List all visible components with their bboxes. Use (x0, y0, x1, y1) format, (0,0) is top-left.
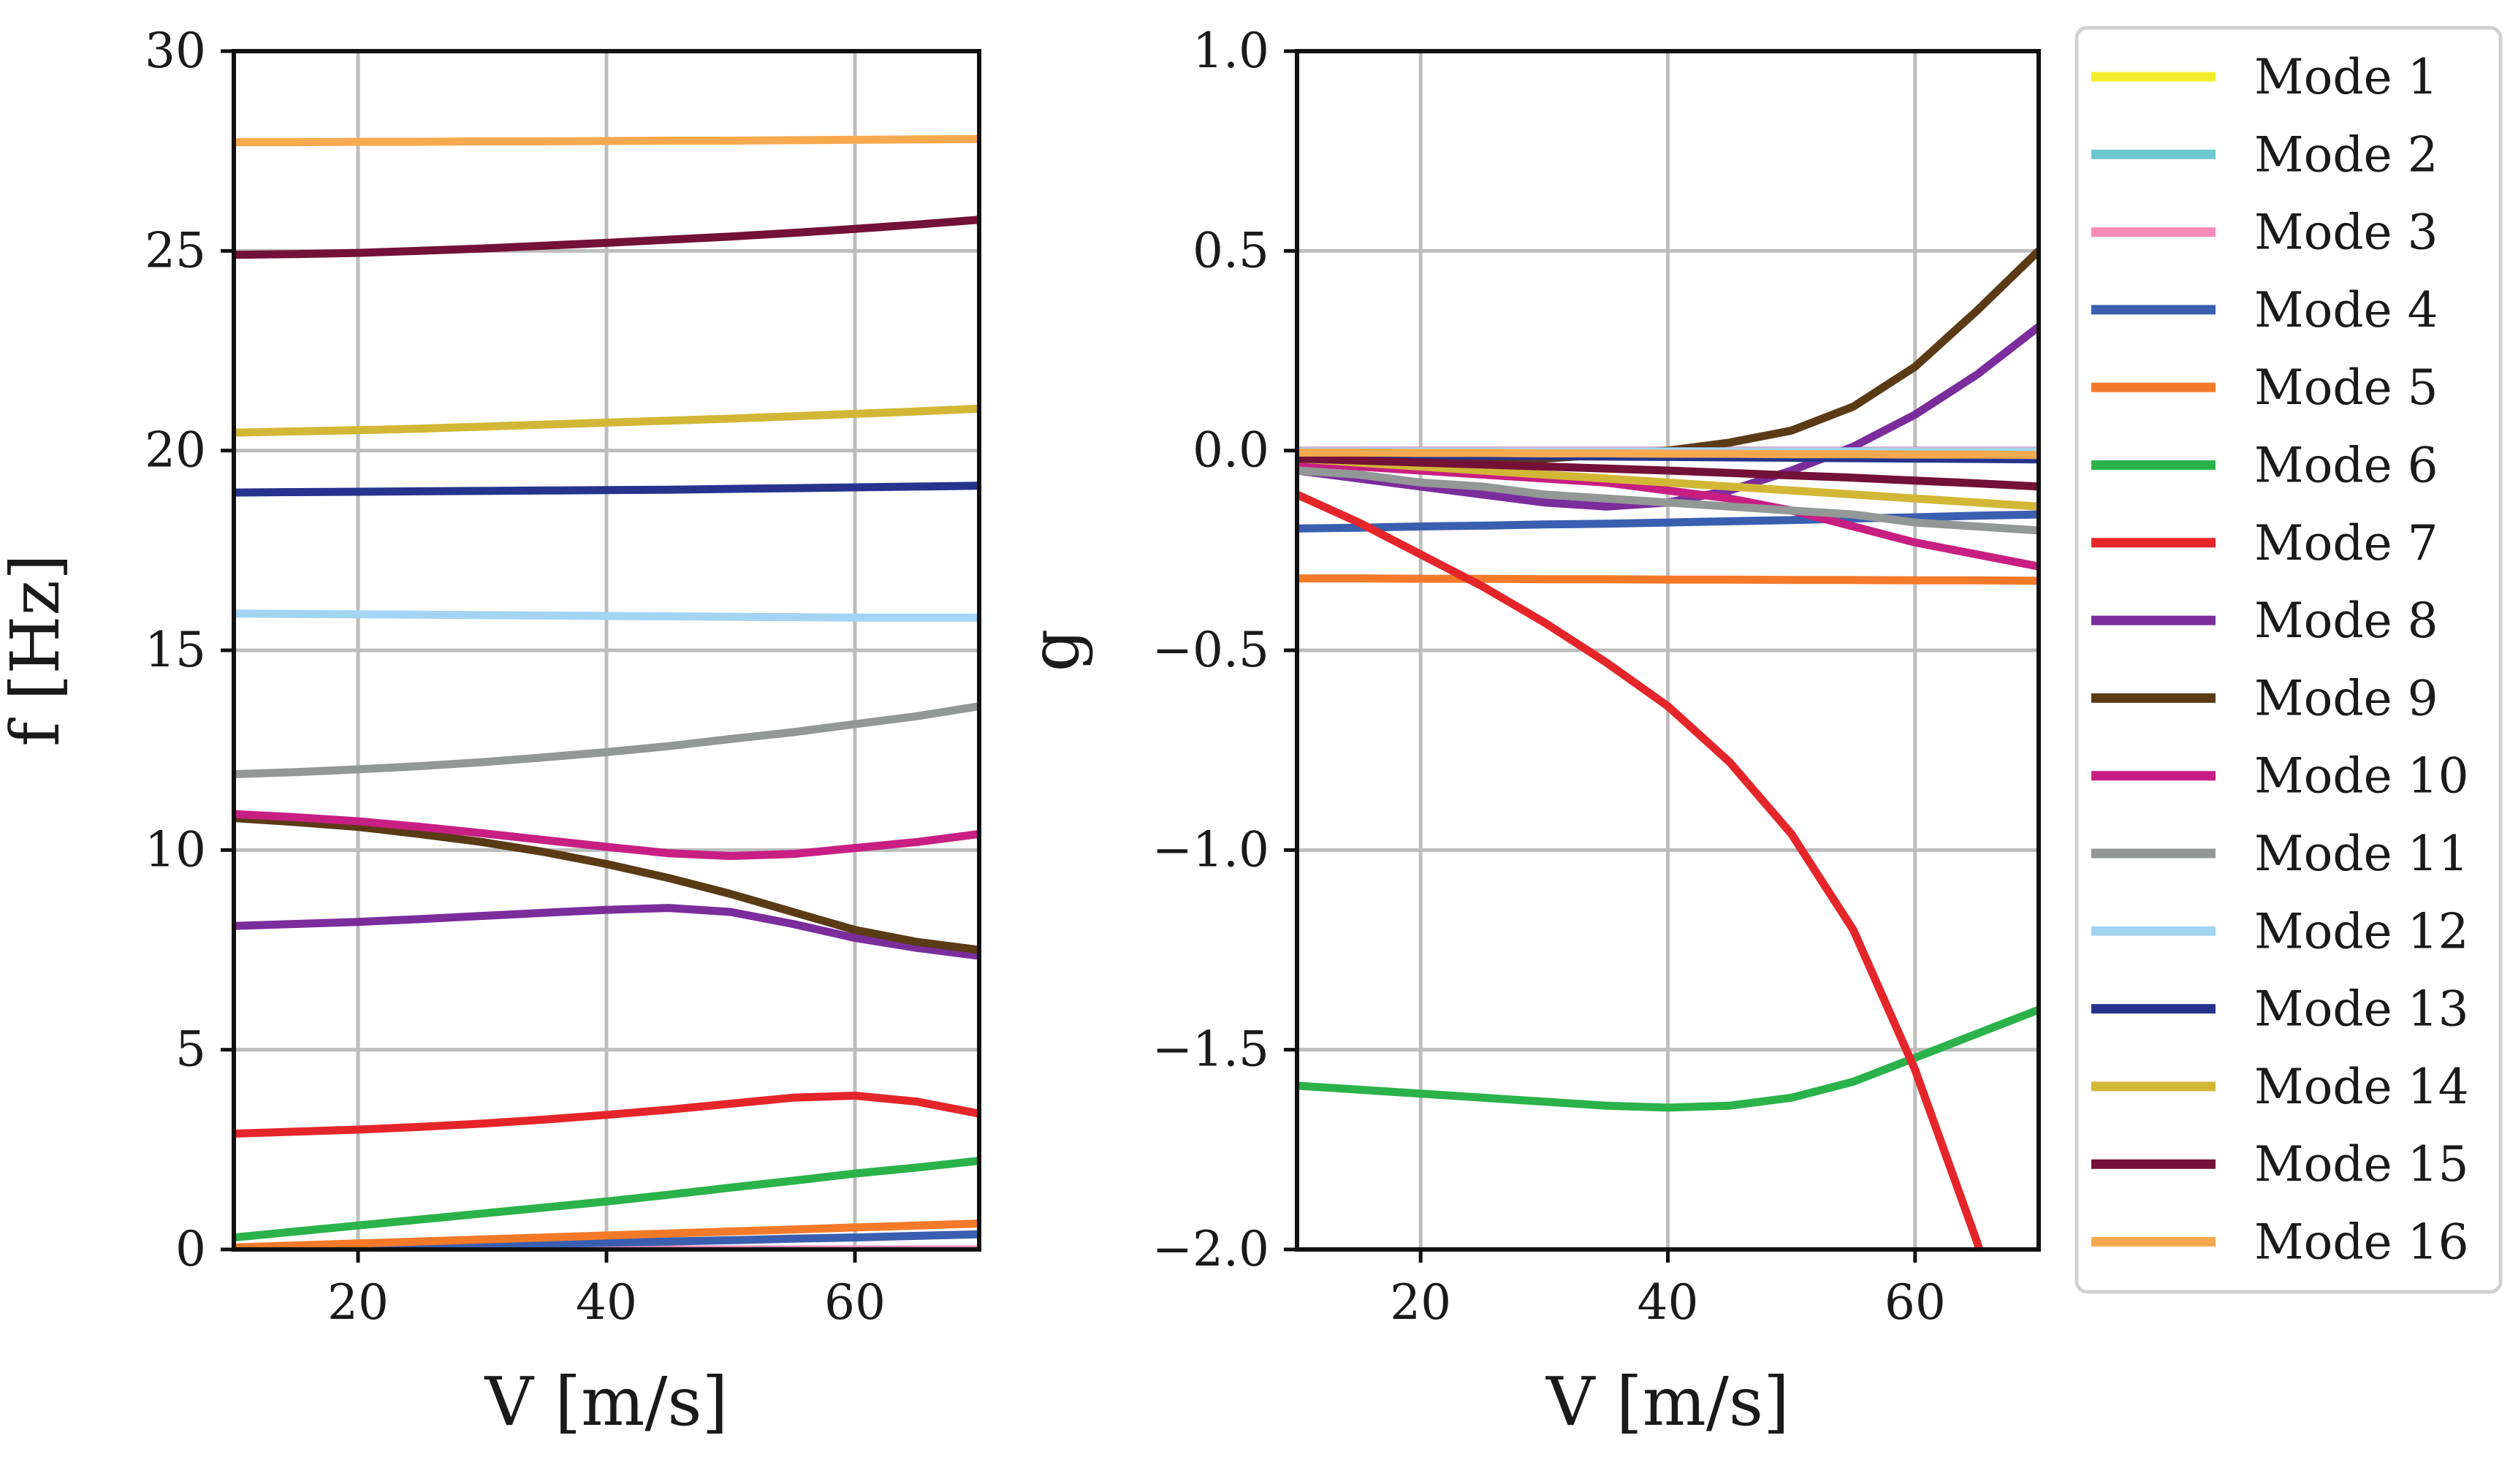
y-tick-label: −0.5 (1152, 622, 1269, 678)
series-group (234, 134, 979, 1249)
series-line-mode-16 (234, 134, 979, 147)
y-tick-label: −1.5 (1152, 1021, 1269, 1078)
legend-label: Mode 12 (2254, 903, 2469, 959)
legend-label: Mode 15 (2254, 1136, 2469, 1192)
series-line-mode-5 (234, 1219, 979, 1249)
y-tick-label: 0 (175, 1221, 206, 1277)
legend-label: Mode 3 (2254, 205, 2438, 261)
series-line-mode-7 (1297, 490, 1984, 1249)
x-tick-label: 20 (327, 1274, 389, 1331)
series-line-mode-5 (1297, 574, 2039, 585)
series-line-mode-8 (234, 904, 979, 960)
legend-label: Mode 11 (2254, 826, 2469, 882)
legend-label: Mode 10 (2254, 748, 2469, 804)
legend-label: Mode 16 (2254, 1214, 2469, 1271)
y-axis-label: f [Hz] (0, 554, 75, 747)
series-line-mode-12 (234, 609, 979, 622)
y-tick-label: −2.0 (1152, 1221, 1269, 1277)
legend: Mode 1 Mode 2 Mode 3 Mode 4 Mode 5 Mode 6 Mode… (2074, 26, 2503, 1294)
y-tick-label: 25 (145, 222, 206, 278)
legend-label: Mode 8 (2254, 593, 2438, 649)
legend-label: Mode 5 (2254, 359, 2438, 416)
series-line-mode-10 (234, 810, 979, 860)
x-axis-label: V [m/s] (1545, 1363, 1790, 1441)
series-line-mode-7 (234, 1092, 979, 1138)
legend-label: Mode 1 (2254, 49, 2438, 105)
y-tick-label: 0.0 (1193, 422, 1269, 479)
legend-box (2074, 26, 2503, 1294)
legend-label: Mode 9 (2254, 670, 2438, 726)
legend-label: Mode 14 (2254, 1059, 2469, 1115)
series-line-mode-15 (234, 216, 979, 259)
series-line-mode-13 (234, 482, 979, 497)
y-tick-label: 0.5 (1193, 222, 1269, 278)
series-line-mode-11 (234, 702, 979, 778)
legend-label: Mode 13 (2254, 981, 2469, 1038)
legend-label: Mode 6 (2254, 438, 2438, 494)
series-line-mode-16 (1297, 448, 2039, 460)
series-line-mode-4 (1297, 510, 2039, 533)
x-tick-label: 40 (1638, 1274, 1699, 1331)
x-tick-label: 40 (576, 1274, 637, 1331)
legend-label: Mode 7 (2254, 515, 2438, 571)
y-tick-label: 15 (145, 622, 206, 678)
x-tick-label: 20 (1390, 1274, 1451, 1331)
legend-label: Mode 2 (2254, 126, 2438, 183)
series-line-mode-11 (1297, 466, 2039, 535)
series-line-mode-6 (1297, 1005, 2039, 1112)
y-axis-label: g (1016, 629, 1094, 672)
y-tick-label: 1.0 (1193, 23, 1269, 79)
y-tick-label: 20 (145, 422, 206, 479)
x-tick-label: 60 (824, 1274, 886, 1331)
frequency-chart: 20 40 60 0 5 10 15 20 25 30 V [m/s] f [Hz] (0, 23, 981, 1441)
damping-chart: 20 40 60 −2.0 −1.5 −1.0 −0.5 0.0 0.5 1.0 V [m/s] g (1016, 23, 2041, 1441)
legend-label: Mode 4 (2254, 282, 2438, 338)
series-line-mode-15 (1297, 454, 2039, 491)
series-line-mode-14 (234, 404, 979, 437)
x-axis-label: V [m/s] (484, 1363, 729, 1441)
series-group (1297, 248, 2039, 1249)
series-line-mode-9 (234, 814, 979, 954)
y-tick-label: 5 (175, 1021, 206, 1078)
y-tick-label: −1.0 (1152, 821, 1269, 878)
x-tick-label: 60 (1885, 1274, 1946, 1331)
y-tick-label: 30 (145, 23, 206, 79)
series-line-mode-6 (234, 1157, 979, 1242)
y-tick-label: 10 (145, 821, 206, 878)
